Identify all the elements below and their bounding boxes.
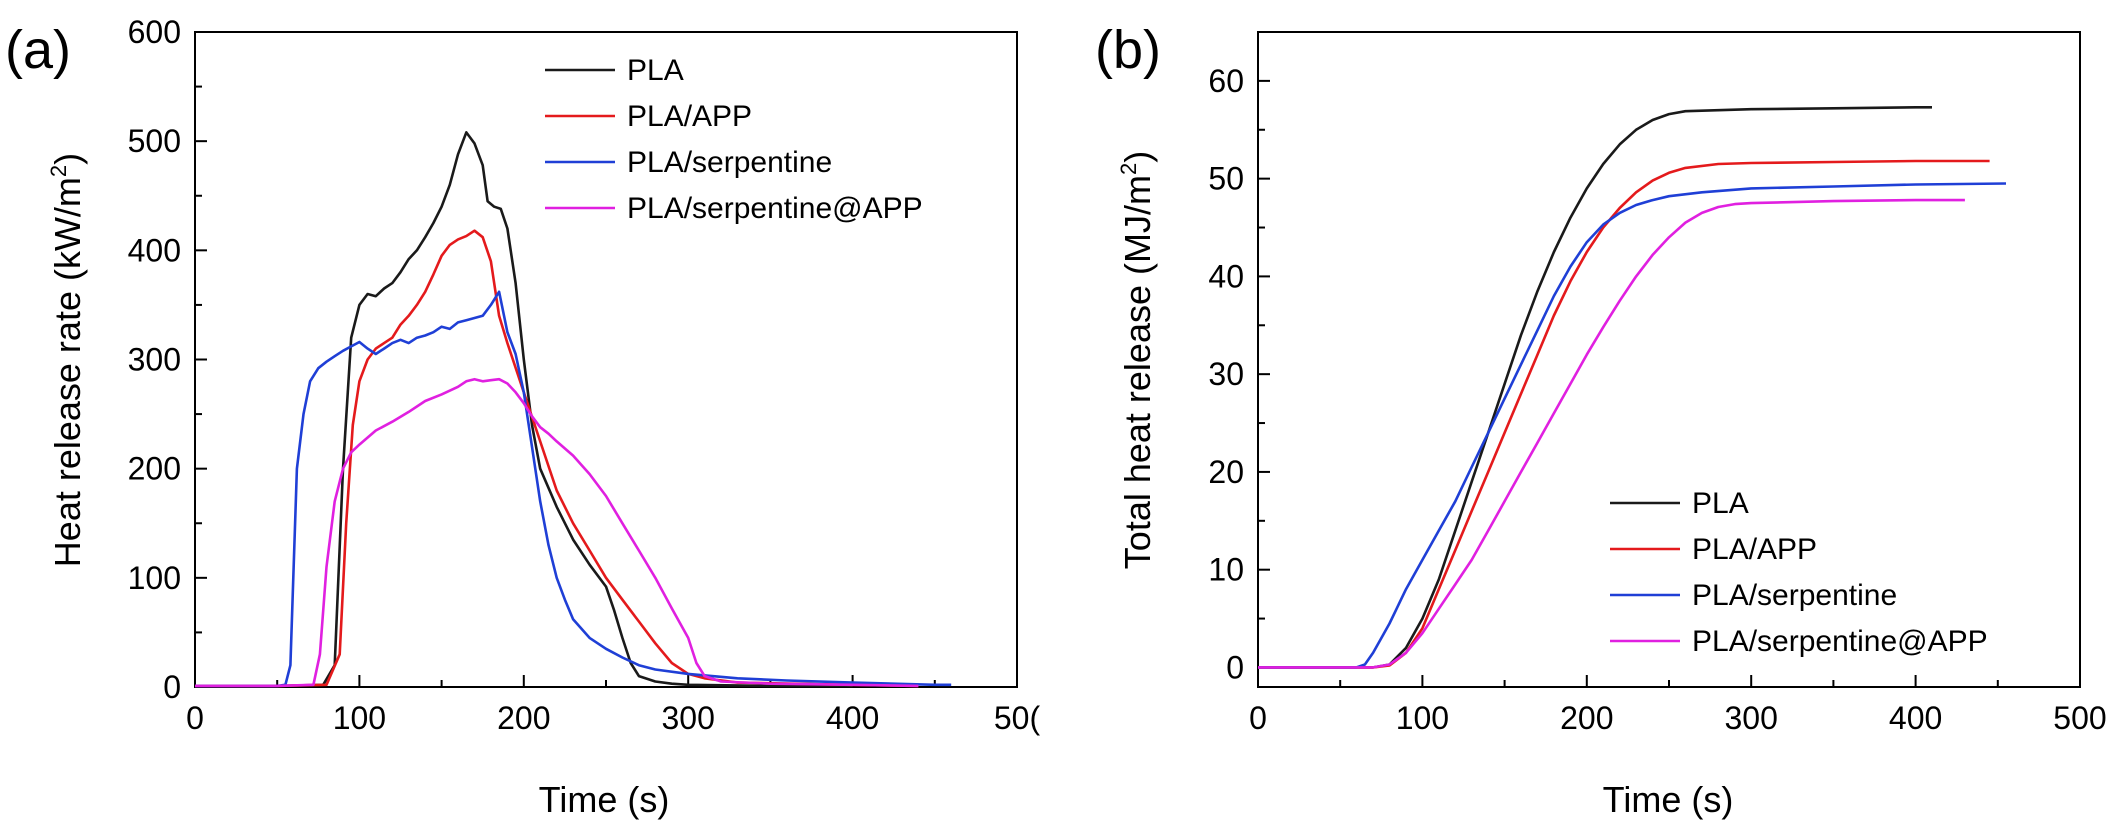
legend-label-a-2: PLA/serpentine (627, 146, 832, 179)
legend-label-b-2: PLA/serpentine (1692, 579, 1897, 612)
series-line-b-2 (1258, 182, 2007, 669)
x-axis-title-b: Time (s) (1603, 779, 1734, 820)
panel-label-a: (a) (5, 20, 71, 80)
series-line-a-3 (195, 377, 919, 688)
y-tick-label-a-200: 200 (128, 451, 181, 487)
legend-label-a-1: PLA/APP (627, 100, 752, 133)
axis-ticks-b: 0 100 200 300 400 500 0 10 20 30 40 50 60 (1208, 63, 2106, 736)
legend-b: PLA PLA/APP PLA/serpentine PLA/serpentine@A… (1610, 487, 1988, 658)
x-axis-title-a: Time (s) (539, 779, 670, 820)
series-group-a (195, 131, 952, 688)
x-tick-label-b-300: 300 (1725, 700, 1778, 736)
x-tick-label-b-100: 100 (1396, 700, 1449, 736)
x-tick-label-b-400: 400 (1889, 700, 1942, 736)
legend-label-b-3: PLA/serpentine@APP (1692, 625, 1988, 658)
y-tick-label-b-60: 60 (1208, 63, 1244, 99)
plot-frame-b (1257, 31, 2081, 688)
x-tick-label-a-400: 400 (826, 700, 879, 736)
y-axis-title-a-main: Heat release rate (kW/m (47, 177, 88, 567)
x-tick-label-a-300: 300 (662, 700, 715, 736)
x-tick-label-a-100: 100 (333, 700, 386, 736)
legend-label-a-0: PLA (627, 54, 684, 87)
y-tick-label-a-0: 0 (163, 669, 181, 705)
y-axis-title-a-end: ) (47, 153, 88, 165)
series-line-a-1 (195, 229, 919, 688)
y-tick-label-b-10: 10 (1208, 552, 1244, 588)
chart-panel-b: (b) 0 100 200 300 400 500 0 10 20 30 40 50 60 Time (… (1095, 20, 2107, 820)
series-line-a-2 (195, 290, 952, 688)
series-line-b-1 (1258, 159, 1990, 669)
x-tick-label-b-0: 0 (1249, 700, 1267, 736)
y-tick-label-a-600: 600 (128, 14, 181, 50)
x-tick-label-b-500: 500 (2053, 700, 2106, 736)
y-axis-title-b-sup: 2 (1116, 163, 1141, 175)
y-tick-label-a-100: 100 (128, 560, 181, 596)
series-line-b-3 (1258, 198, 1965, 669)
legend-a: PLA PLA/APP PLA/serpentine PLA/serpentine@A… (545, 54, 923, 225)
legend-label-b-1: PLA/APP (1692, 533, 1817, 566)
y-tick-label-a-300: 300 (128, 342, 181, 378)
y-tick-label-b-40: 40 (1208, 258, 1244, 294)
y-axis-title-a-sup: 2 (46, 165, 71, 177)
axis-ticks-a: 0 100 200 300 400 50( 0 100 200 300 400 500 600 (128, 14, 1041, 736)
y-tick-label-b-30: 30 (1208, 356, 1244, 392)
y-tick-label-a-400: 400 (128, 232, 181, 268)
y-axis-title-b-main: Total heat release (MJ/m (1117, 175, 1158, 569)
x-tick-label-b-200: 200 (1560, 700, 1613, 736)
x-tick-label-a-0: 0 (186, 700, 204, 736)
x-tick-label-a-200: 200 (497, 700, 550, 736)
x-tick-label-a-500: 50( (994, 700, 1041, 736)
legend-label-b-0: PLA (1692, 487, 1749, 520)
legend-label-a-3: PLA/serpentine@APP (627, 192, 923, 225)
panel-label-b: (b) (1095, 20, 1161, 80)
y-axis-title-b-end: ) (1117, 151, 1158, 163)
series-line-b-0 (1258, 106, 1932, 669)
series-group-b (1258, 106, 2007, 669)
y-tick-label-b-20: 20 (1208, 454, 1244, 490)
y-axis-title-b: Total heat release (MJ/m2) (1116, 151, 1158, 569)
y-axis-title-a: Heat release rate (kW/m2) (46, 153, 88, 567)
y-tick-label-b-50: 50 (1208, 161, 1244, 197)
y-tick-label-a-500: 500 (128, 123, 181, 159)
series-line-a-0 (195, 131, 853, 688)
y-tick-label-b-0: 0 (1226, 649, 1244, 685)
chart-panel-a: (a) 0 100 200 300 400 50(0100200300400500600 … (5, 14, 1040, 820)
